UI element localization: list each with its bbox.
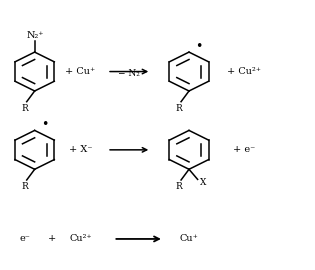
Text: Cu²⁺: Cu²⁺ (69, 234, 92, 244)
Text: •: • (41, 118, 49, 131)
Text: + Cu⁺: + Cu⁺ (65, 67, 95, 76)
Text: X: X (200, 178, 206, 187)
Text: •: • (196, 40, 203, 53)
Text: e⁻: e⁻ (20, 234, 31, 244)
Text: R: R (21, 104, 28, 113)
Text: +: + (48, 234, 56, 244)
Text: + e⁻: + e⁻ (233, 145, 255, 154)
Text: + X⁻: + X⁻ (69, 145, 92, 154)
Text: − N₂: − N₂ (118, 69, 140, 78)
Text: + Cu²⁺: + Cu²⁺ (227, 67, 261, 76)
Text: R: R (176, 182, 183, 191)
Text: R: R (176, 104, 183, 113)
Text: N₂⁺: N₂⁺ (27, 31, 44, 40)
Text: Cu⁺: Cu⁺ (180, 234, 198, 244)
Text: R: R (21, 182, 28, 191)
